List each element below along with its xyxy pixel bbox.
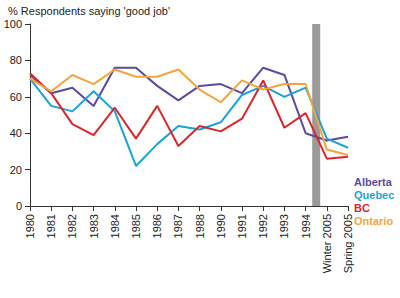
svg-text:1982: 1982 <box>66 214 78 238</box>
svg-text:1994: 1994 <box>300 214 312 238</box>
svg-text:Quebec: Quebec <box>354 189 394 201</box>
svg-text:40: 40 <box>10 127 22 139</box>
svg-text:1992: 1992 <box>257 214 269 238</box>
svg-text:1988: 1988 <box>194 214 206 238</box>
svg-text:1981: 1981 <box>45 214 57 238</box>
svg-text:1990: 1990 <box>215 214 227 238</box>
svg-text:1980: 1980 <box>24 214 36 238</box>
svg-text:1983: 1983 <box>88 214 100 238</box>
svg-text:% Respondents saying 'good job: % Respondents saying 'good job' <box>8 5 170 17</box>
svg-text:1985: 1985 <box>130 214 142 238</box>
svg-text:Winter 2005: Winter 2005 <box>321 214 333 273</box>
svg-text:Ontario: Ontario <box>354 215 393 227</box>
svg-text:0: 0 <box>16 200 22 212</box>
svg-text:1987: 1987 <box>172 214 184 238</box>
svg-text:1984: 1984 <box>109 214 121 238</box>
svg-text:Spring 2005: Spring 2005 <box>342 214 354 273</box>
svg-text:100: 100 <box>4 18 22 30</box>
svg-text:80: 80 <box>10 54 22 66</box>
svg-text:1993: 1993 <box>278 214 290 238</box>
svg-text:60: 60 <box>10 91 22 103</box>
svg-text:20: 20 <box>10 164 22 176</box>
svg-text:1991: 1991 <box>236 214 248 238</box>
svg-text:1986: 1986 <box>151 214 163 238</box>
svg-text:BC: BC <box>354 202 370 214</box>
svg-text:Alberta: Alberta <box>354 176 393 188</box>
